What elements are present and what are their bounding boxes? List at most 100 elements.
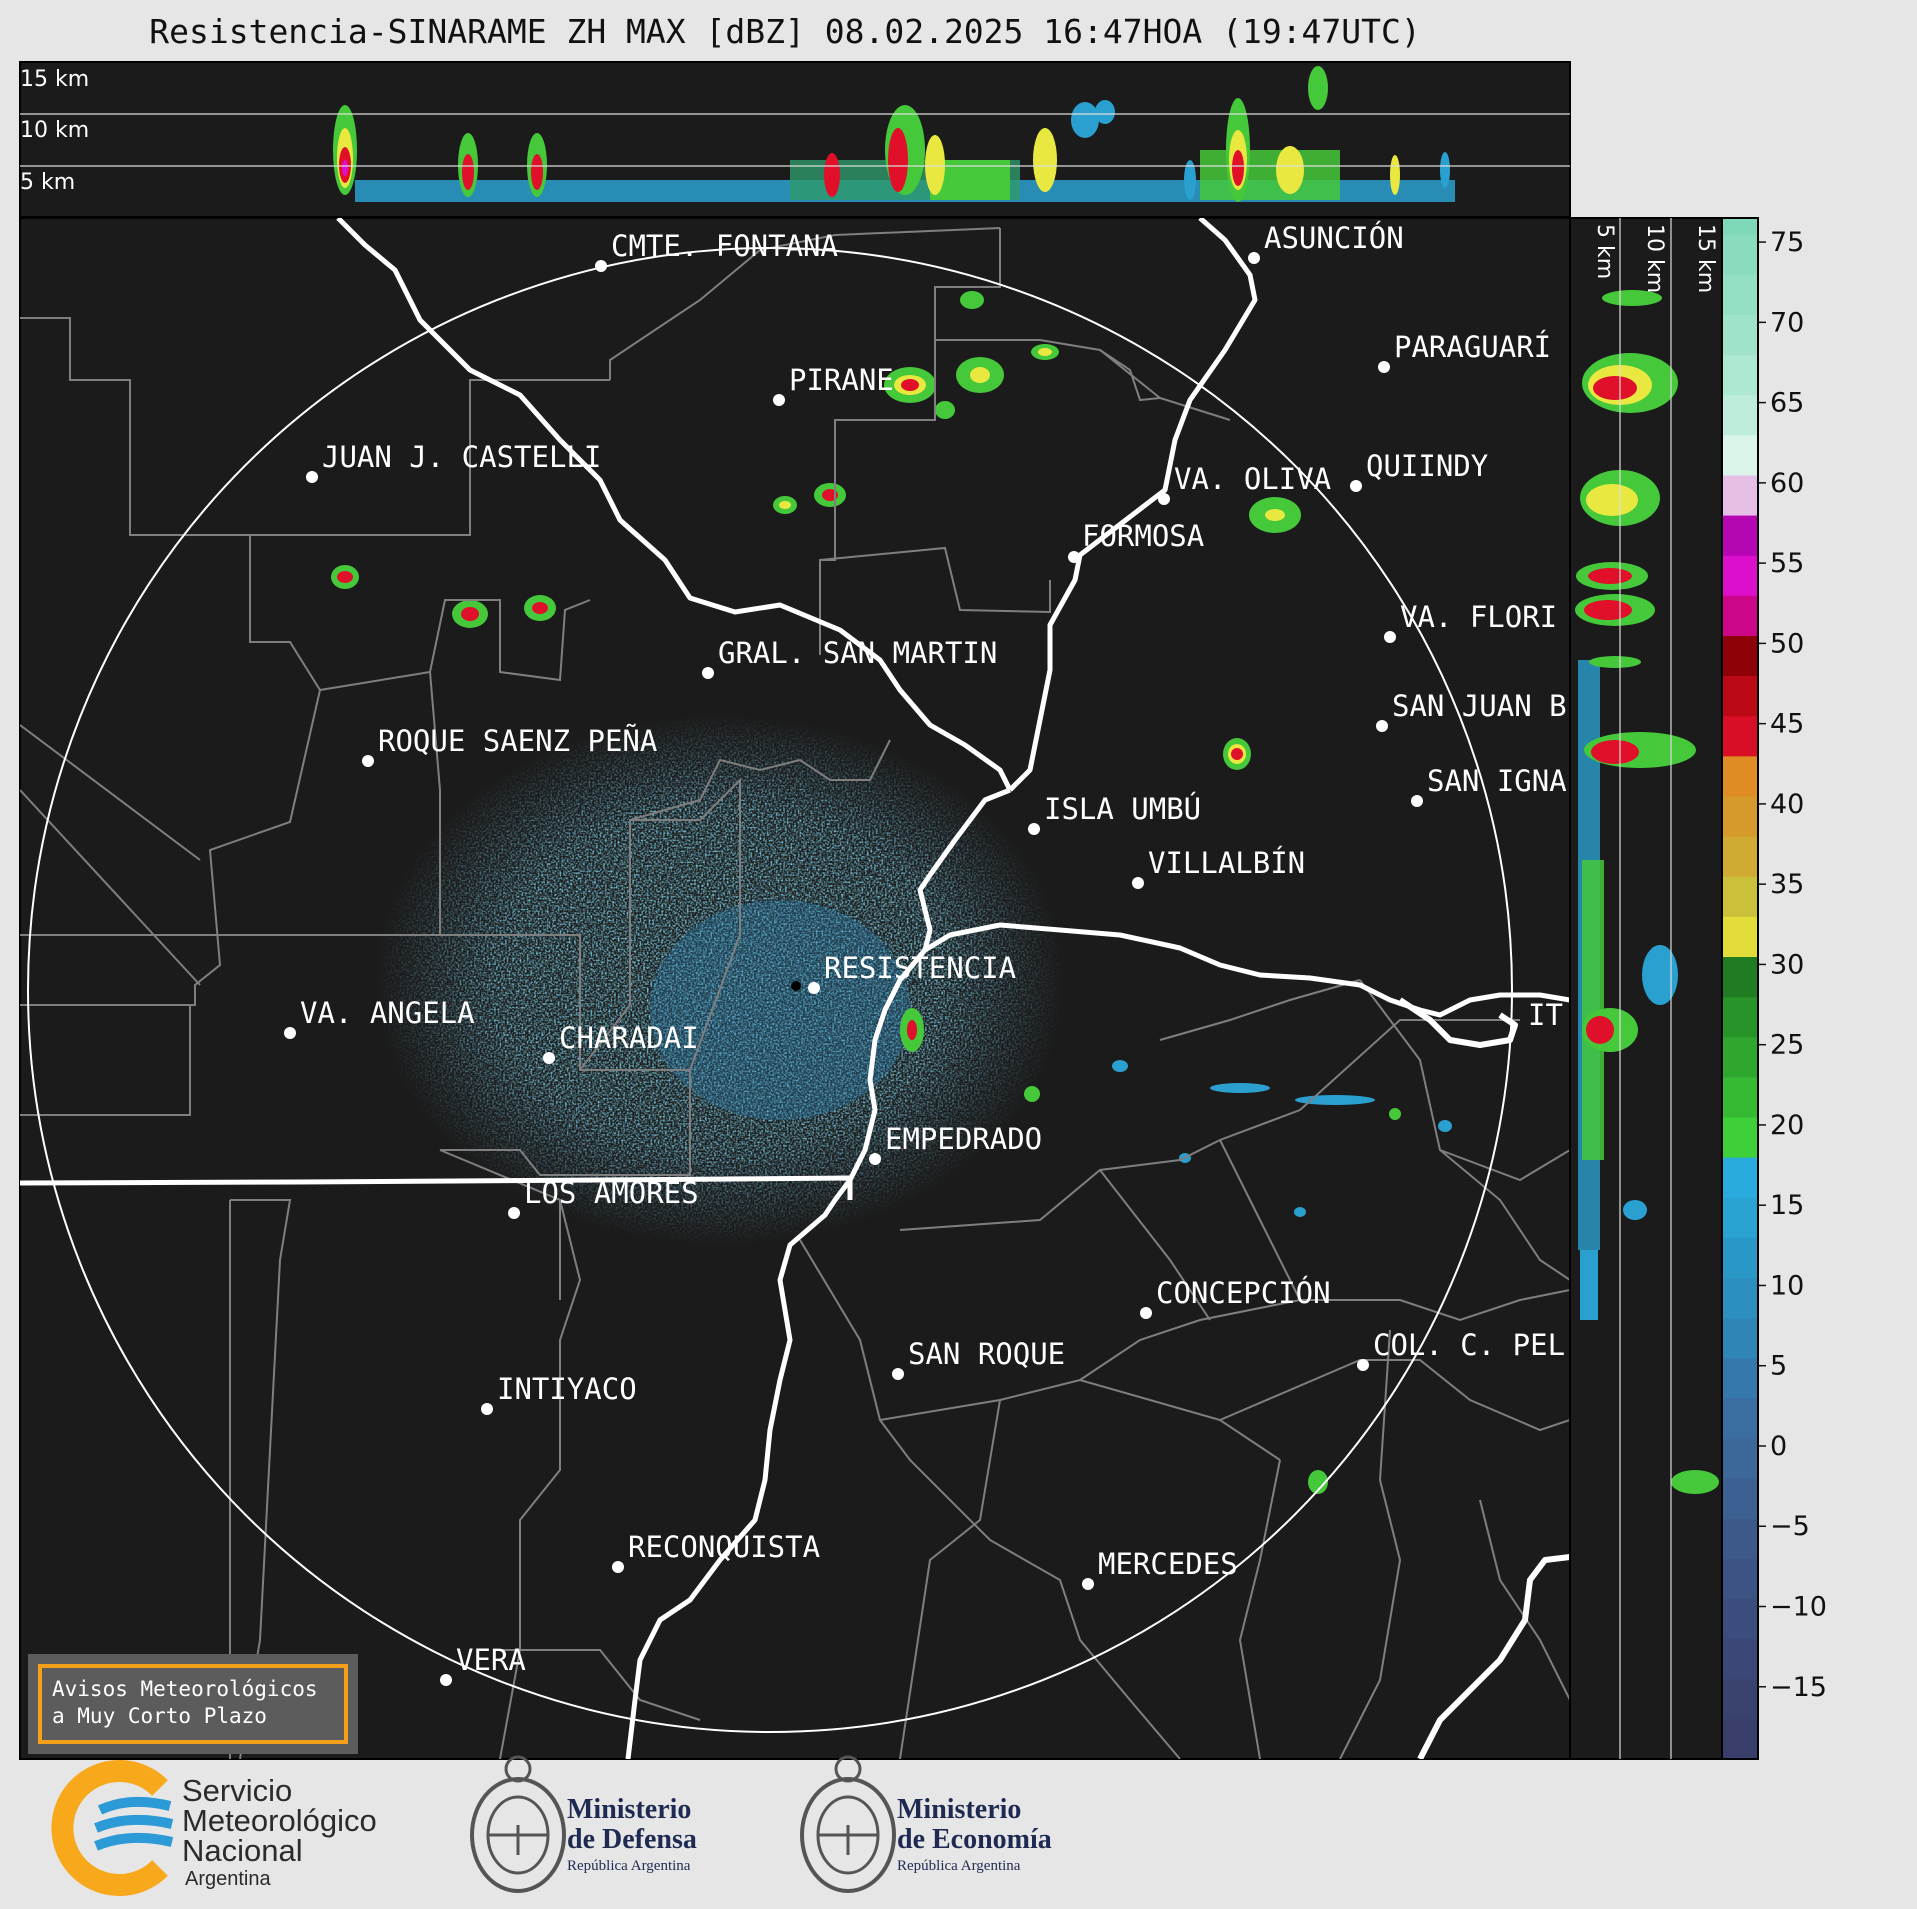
colorbar-tick-label: 75 <box>1770 227 1804 258</box>
city-label: EMPEDRADO <box>885 1122 1042 1156</box>
colorbar-band <box>1722 996 1758 1038</box>
city-marker: VERA <box>440 1643 526 1686</box>
city-dot <box>306 471 318 483</box>
city-marker: LOS AMORES <box>508 1176 699 1219</box>
city-dot <box>1350 480 1362 492</box>
city-label: PIRANE <box>789 363 894 397</box>
city-marker: IT <box>1528 998 1563 1032</box>
alert-banner[interactable]: Avisos Meteorológicos a Muy Corto Plazo <box>28 1654 358 1754</box>
colorbar-band <box>1722 1237 1758 1279</box>
city-label: RESISTENCIA <box>824 951 1016 985</box>
smn-line3: Nacional <box>182 1833 303 1868</box>
colorbar-band <box>1722 836 1758 877</box>
colorbar-tick-label: 15 <box>1770 1190 1804 1221</box>
smn-logo-text: Servicio Meteorológico Nacional Argentin… <box>182 1773 377 1892</box>
city-marker: ISLA UMBÚ <box>1028 792 1201 835</box>
colorbar-band <box>1722 1558 1758 1600</box>
colorbar-band <box>1722 1157 1758 1198</box>
colorbar-band <box>1722 956 1758 998</box>
colorbar-tick-label: 65 <box>1770 388 1804 419</box>
city-dot <box>1376 720 1388 732</box>
side-altitude-label-15km: 15 km <box>1693 224 1718 293</box>
colorbar-tick-label: 70 <box>1770 307 1804 338</box>
city-dot <box>1028 823 1040 835</box>
city-dot <box>595 260 607 272</box>
city-dot <box>481 1403 493 1415</box>
colorbar-band <box>1722 1317 1758 1359</box>
colorbar-tick-label: 40 <box>1770 789 1804 820</box>
city-marker: QUIINDY <box>1350 449 1488 492</box>
city-label: ISLA UMBÚ <box>1044 792 1201 826</box>
city-label: QUIINDY <box>1366 449 1488 483</box>
city-dot <box>1082 1578 1094 1590</box>
city-marker: ROQUE SAENZ PEÑA <box>362 724 657 767</box>
city-label: IT <box>1528 998 1563 1032</box>
colorbar-band <box>1722 234 1758 275</box>
radar-echo-field <box>375 715 1065 1245</box>
city-dot <box>362 755 374 767</box>
colorbar-band <box>1722 1076 1758 1118</box>
radar-range-ring <box>27 247 1513 1733</box>
city-marker: VA. ANGELA <box>284 996 475 1039</box>
defensa-line1: Ministerio <box>567 1794 692 1825</box>
colorbar-tick-label: 25 <box>1770 1030 1804 1061</box>
city-marker: VA. FLORI <box>1384 600 1557 643</box>
colorbar-tick-label: −5 <box>1770 1511 1810 1542</box>
rivers <box>20 218 1570 1759</box>
city-dot <box>1158 493 1170 505</box>
economia-line2: de Economía <box>897 1824 1052 1855</box>
colorbar-band <box>1722 555 1758 596</box>
colorbar-band <box>1722 1197 1758 1238</box>
colorbar-band <box>1722 1518 1758 1559</box>
city-dot <box>612 1561 624 1573</box>
defensa-country: República Argentina <box>567 1858 691 1874</box>
city-marker: FORMOSA <box>1068 519 1204 563</box>
colorbar-band <box>1722 1437 1758 1479</box>
alert-banner-frame[interactable]: Avisos Meteorológicos a Muy Corto Plazo <box>38 1664 348 1744</box>
city-dot <box>1248 252 1260 264</box>
storm-cells <box>331 291 1452 1494</box>
city-marker: VILLALBÍN <box>1132 846 1305 889</box>
colorbar-band <box>1722 1718 1758 1760</box>
city-marker: CONCEPCIÓN <box>1140 1276 1331 1319</box>
colorbar-band <box>1722 755 1758 797</box>
colorbar-band <box>1722 474 1758 516</box>
city-marker: ASUNCIÓN <box>1248 221 1404 264</box>
city-label: VA. ANGELA <box>300 996 475 1030</box>
top-altitude-label-5km: 5 km <box>20 170 75 195</box>
city-label: SAN JUAN B <box>1392 689 1567 723</box>
colorbar-tick-label: 35 <box>1770 869 1804 900</box>
city-dot <box>284 1027 296 1039</box>
city-marker: INTIYACO <box>481 1372 637 1415</box>
city-label: GRAL. SAN MARTIN <box>718 636 997 670</box>
city-marker: RESISTENCIA <box>808 951 1016 994</box>
colorbar-band <box>1722 1277 1758 1319</box>
city-marker: CMTE. FONTANA <box>595 229 838 272</box>
city-marker: COL. C. PEL <box>1357 1328 1565 1371</box>
colorbar-tick-label: 50 <box>1770 628 1804 659</box>
city-marker: SAN IGNA <box>1411 764 1567 807</box>
top-altitude-label-10km: 10 km <box>20 118 89 143</box>
city-dot <box>543 1052 555 1064</box>
city-dot <box>1378 361 1390 373</box>
colorbar-tick-label: 10 <box>1770 1270 1804 1301</box>
city-dot <box>1140 1307 1152 1319</box>
city-dot <box>892 1368 904 1380</box>
colorbar-tick-label: 45 <box>1770 709 1804 740</box>
city-dot <box>869 1153 881 1165</box>
city-marker: EMPEDRADO <box>869 1122 1042 1165</box>
city-marker: RECONQUISTA <box>612 1530 820 1573</box>
city-dot <box>508 1207 520 1219</box>
top-altitude-label-15km: 15 km <box>20 67 89 92</box>
colorbar-band <box>1722 635 1758 677</box>
map-title: Resistencia-SINARAME ZH MAX [dBZ] 08.02.… <box>149 12 1421 51</box>
city-label: ROQUE SAENZ PEÑA <box>378 724 657 758</box>
city-label: CMTE. FONTANA <box>611 229 838 263</box>
smn-line1: Servicio <box>182 1773 293 1808</box>
city-dot <box>1384 631 1396 643</box>
city-marker: MERCEDES <box>1082 1547 1238 1590</box>
economia-country: República Argentina <box>897 1858 1021 1874</box>
colorbar-band <box>1722 514 1758 556</box>
city-label: INTIYACO <box>497 1372 637 1406</box>
